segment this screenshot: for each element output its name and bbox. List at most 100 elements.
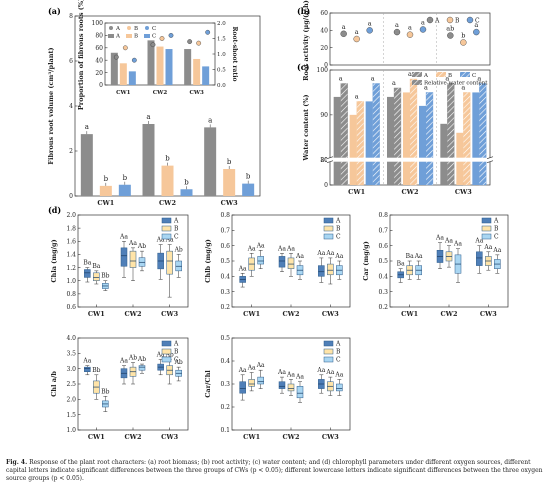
chart-d-chlab-sig-B-2: Ab [165,351,174,358]
chart-c-ylabel: Water content (%) [302,94,310,161]
chart-b-point-A-1 [393,28,401,36]
chart-a-inset-y2tick-label-0: 0.0 [217,83,226,89]
chart-d-car-sig-C-1: Aa [453,241,462,248]
chart-c-legend-label-C: C [472,73,476,79]
chart-a-bar-C-0 [118,184,131,196]
figure-caption: Fig. 4. Response of the plant root chara… [6,459,550,483]
chart-d-chlab-ylabel: Chl a/b [50,371,58,397]
chart-b-sig-A-0: a [342,23,346,31]
chart-d-car-sig-B-1: Aa [444,238,453,245]
chart-c-ytick-label-0: 0 [324,182,328,189]
chart-a-inset-legend-bar-label-B: B [134,34,138,40]
chart-a-ytick-label-4: 8 [69,13,73,20]
chart-d-carchl-box-C-1 [296,386,304,399]
chart-b-sig-B-0: a [355,28,359,36]
chart-c-ytick-label-3: 90 [320,112,328,119]
chart-a-inset-bar-B-1 [156,46,164,85]
chart-a-bar-A-1 [142,124,155,196]
chart-c-rwc-A-0 [340,83,348,186]
chart-c-xtick-label-0: CW1 [348,188,365,196]
chart-b-sig-B-2: b [461,31,465,39]
chart-b-legend-dot-A [426,16,434,24]
chart-a-sig-A-0: a [85,123,89,131]
chart-a-ytick-label-2: 4 [69,103,73,110]
chart-c-break-mark-top-1 [486,156,494,159]
chart-a-inset-bar-A-1 [147,40,155,85]
chart-d-car-legend-swatch-B [481,225,492,232]
chart-d-chlb-ytick-label-2: 0.4 [220,274,230,281]
chart-d-chlb-xtick-label-2: CW3 [322,310,339,318]
chart-d-car-sig-C-0: Aa [414,253,423,260]
chart-a-bar-B-0 [99,185,112,196]
chart-d-chla-legend-label-C: C [174,234,179,241]
chart-d-car-xtick-label-2: CW3 [480,310,497,318]
chart-d-chlb-sig-C-2: Aa [334,253,343,260]
chart-a-inset-xtick-label-0: CW1 [116,90,131,96]
chart-d-carchl-box-B-0 [248,379,255,387]
chart-d-car-legend-swatch-C [481,233,492,240]
chart-c-xtick-label-1: CW2 [402,188,419,196]
panel-label-c: (c) [297,62,310,72]
chart-d-carchl-sig-C-1: Aa [295,374,304,381]
chart-c-sig-C-2: a [477,74,481,82]
chart-a-inset-ytick-label-1: 20 [95,70,103,77]
chart-d-chlb-legend-swatch-B [323,225,334,232]
chart-d-car-ytick-label-6: 0.8 [378,212,388,219]
chart-d-chlb-legend-label-C: C [336,234,341,241]
chart-c-rwc-A-1 [393,87,402,186]
chart-d-chla-legend-swatch-C [161,233,172,240]
chart-d-chla-ylabel: Chla (mg/g) [50,239,58,282]
chart-a-inset-bar-C-0 [128,71,136,85]
chart-c-xtick-label-2: CW3 [455,188,472,196]
chart-d-carchl-xtick-label-0: CW1 [243,433,260,441]
chart-d-chlb-sig-C-0: Aa [256,242,265,249]
chart-b-legend-label-B: B [455,18,460,25]
chart-d-car-sig-C-2: Aa [492,247,501,254]
chart-a-xtick-label-2: CW3 [221,199,238,207]
chart-d-carchl-sig-B-1: Aa [286,371,295,378]
chart-a-sig-A-1: a [146,113,150,121]
chart-d-carchl-box-B-1 [287,383,295,392]
chart-c-bar-A-1 [387,96,394,185]
chart-b-point-A-0 [340,30,347,37]
charts-layer: 0 2 4 6 8 Fibrous root volume (cm³/plant) CW1 C… [47,0,509,441]
chart-c-sig-B-1: a [408,70,412,78]
chart-d-chlb-ytick-label-1: 0.3 [220,289,230,296]
chart-b-point-B-1 [406,31,414,38]
chart-a-inset-ytick-label-0: 0 [99,82,103,89]
chart-d-chlab-legend-swatch-B [161,348,172,355]
chart-d-carchl-box-C-2 [336,383,343,392]
chart-d-chlab-legend-swatch-C [161,356,172,363]
chart-d-chla-ytick-label-7: 2.0 [66,212,76,219]
chart-a-inset-ratio-B-1 [159,36,165,41]
chart-c-sig-A-0: a [339,74,343,82]
chart-a-bar-A-0 [80,134,93,196]
chart-c-rwc-B-2 [463,92,471,186]
chart-c-legend: A B C Relative water content [412,72,488,87]
chart-d-chlab-legend-swatch-A [161,340,172,347]
chart-a-inset-ratio-A-2 [187,39,193,44]
chart-d-chla-box-A-1 [120,247,128,267]
chart-d-chlb-legend-label-B: B [336,226,341,233]
chart-a-bar-B-2 [223,169,236,196]
chart-d-carchl-sig-B-2: Aa [325,369,334,376]
chart-d-chlb-legend-swatch-C [323,233,334,240]
chart-d-chlab-sig-C-2: Ab [174,359,183,366]
chart-a-inset-ratio-C-0 [131,57,137,63]
chart-a-inset-ytick-label-4: 80 [95,33,103,40]
chart-d-chlab-xtick-label-0: CW1 [88,433,105,441]
chart-a-inset-legend-dot-A [109,26,113,30]
chart-a-inset-legend-dot-C [145,26,149,30]
chart-d-chla-legend-swatch-A [161,217,172,224]
chart-a-xtick-label-1: CW2 [159,199,176,207]
chart-d-chlab-ytick-label-4: 3.0 [66,366,76,373]
chart-d-chlb-sig-B-0: Aa [247,245,256,252]
chart-d-chlab-ytick-label-2: 2.0 [66,397,76,404]
chart-a-inset-y2tick-label-3: 1.5 [217,37,226,43]
chart-d-car-ylabel: Car (mg/g) [362,241,370,281]
chart-c-legend-swatch-B [436,72,446,77]
chart-a-inset-y2tick-label-2: 1.0 [217,52,226,58]
chart-d-chlab-ytick-label-1: 1.5 [66,412,76,419]
